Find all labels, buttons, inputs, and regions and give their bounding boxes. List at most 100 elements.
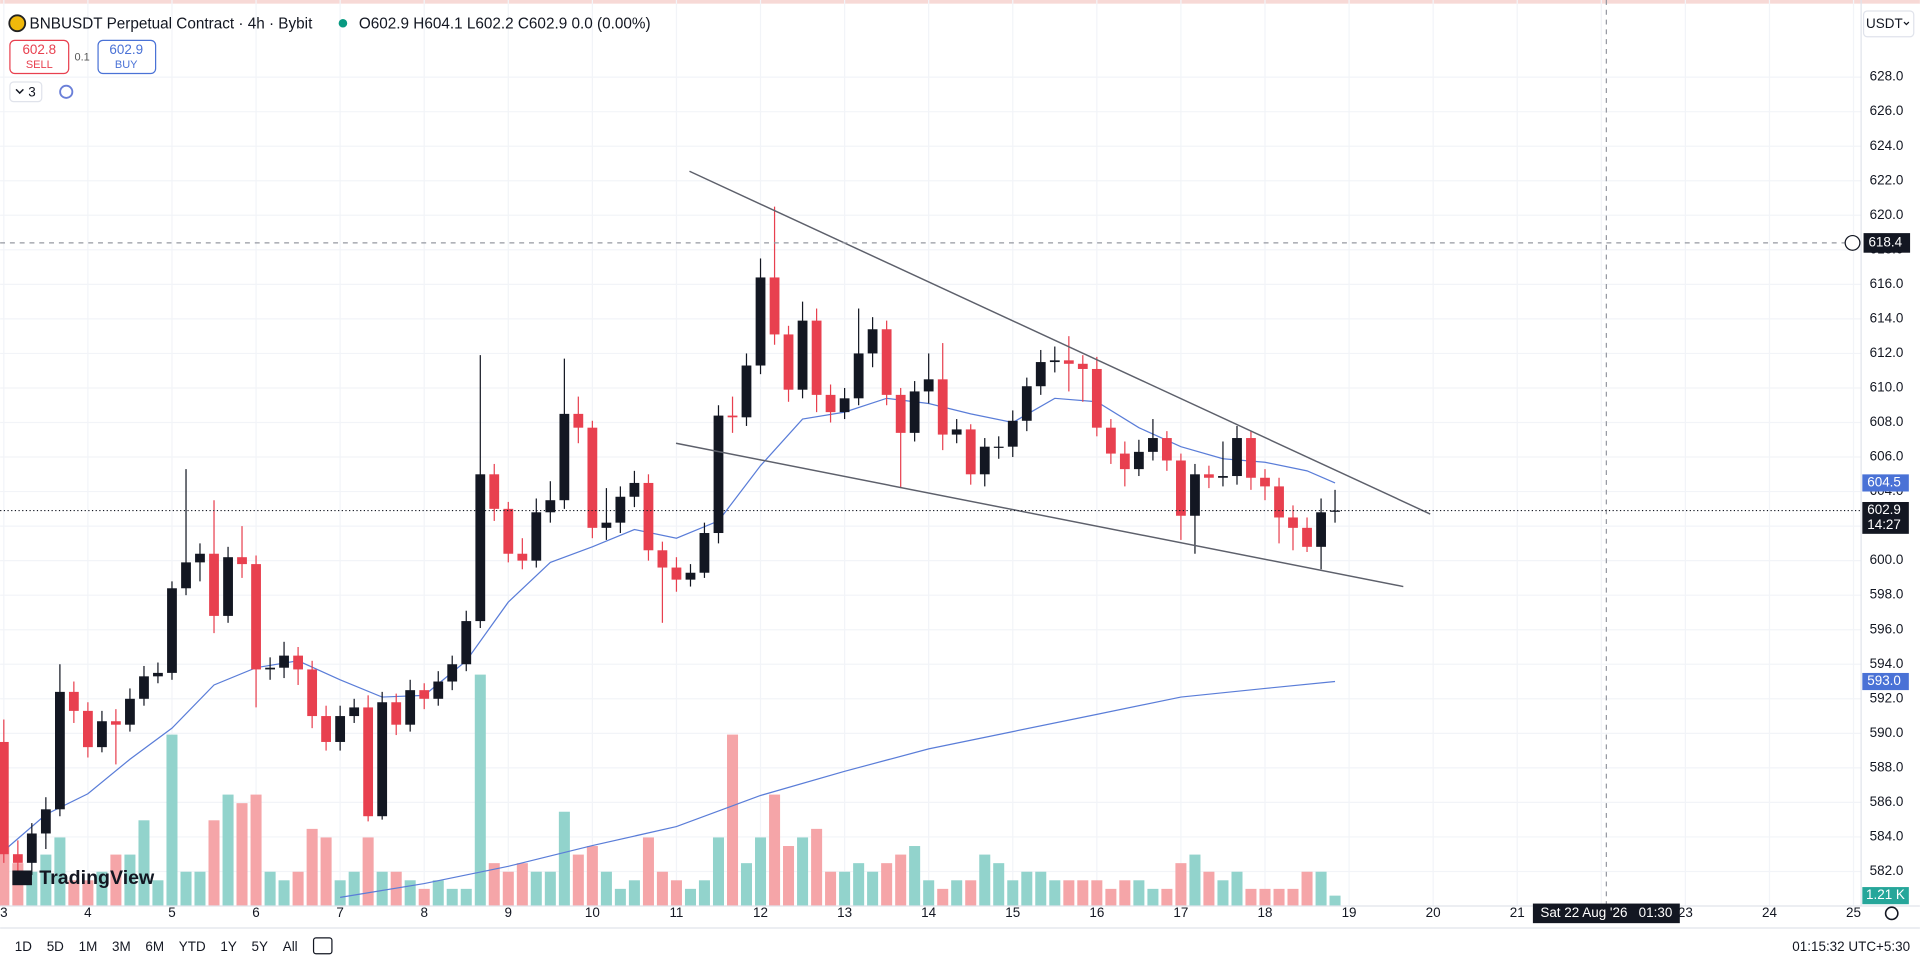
volume-bar [600,871,612,907]
candle-body [937,379,948,435]
volume-bar [684,888,696,907]
refresh-icon[interactable] [59,84,74,99]
candle-body [335,716,346,742]
range-button[interactable]: 6M [145,939,164,954]
volume-bar [909,846,921,907]
volume-bar [306,828,318,907]
y-tick-label: 608.0 [1870,414,1904,429]
volume-bar [474,674,486,907]
candle-body [895,394,906,433]
x-tick-label: 11 [669,905,683,920]
x-tick-label: 21 [1510,905,1525,920]
volume-bar [1119,880,1131,907]
candle-body [223,557,233,616]
candle-body [363,707,374,817]
indicators [3,397,1336,898]
candle-body [1330,510,1340,512]
settings-icon[interactable] [1884,906,1899,921]
last-price: 602.9 [1867,502,1901,517]
range-button[interactable]: YTD [179,939,206,954]
volume-bar [558,811,570,907]
volume [0,674,1341,907]
volume-bar [1189,854,1201,907]
x-tick-label: 16 [1089,905,1104,920]
volume-bar [769,794,781,907]
volume-bar [54,837,66,907]
volume-bar [1077,880,1089,907]
volume-bar [488,863,500,907]
candle-body [657,550,668,568]
range-button[interactable]: 5D [47,939,64,954]
range-button[interactable]: 1Y [220,939,236,954]
candle-body [0,741,9,855]
volume-bar [460,888,472,907]
moving-average [340,680,1336,898]
candle-body [783,334,794,390]
x-tick-label: 6 [252,905,259,920]
volume-bar [1231,871,1243,907]
volume-bar [124,854,136,907]
sell-button[interactable] [9,39,70,75]
volume-bar [516,863,528,907]
y-tick-label: 612.0 [1870,345,1904,360]
candle-body [1316,512,1326,547]
range-button[interactable]: 3M [112,939,131,954]
range-button[interactable]: All [283,939,298,954]
volume-bar [1161,888,1173,907]
range-button[interactable]: 5Y [252,939,268,954]
volume-bar [40,854,52,907]
range-button[interactable]: 1M [79,939,98,954]
currency: USDT [1866,16,1903,31]
x-tick-label: 20 [1426,905,1441,920]
candle-body [769,277,780,335]
candle-body [1021,386,1032,421]
candle-body [503,508,514,554]
candle-body [321,716,331,742]
symbol-title[interactable]: BNBUSDT Perpetual Contract · 4h · Bybit [30,16,314,33]
candle-body [671,567,682,580]
trend-line [689,170,1431,515]
candle-body [405,690,416,725]
buy-button[interactable] [97,39,157,75]
volume-bar [278,880,290,907]
last-price-box [1862,501,1909,534]
x-tick-label: 7 [336,905,343,920]
watermark: TradingView [39,867,155,889]
volume-bar [1133,880,1145,907]
volume-bar [180,871,192,907]
range-button[interactable]: 1D [15,939,32,954]
candle-body [26,833,37,863]
volume-bar [1049,880,1061,907]
indicator-toggle[interactable] [9,81,43,103]
candle-body [391,702,402,725]
calendar-icon[interactable] [312,937,333,955]
candle-body [279,655,289,668]
candle-body [307,669,318,717]
currency-button[interactable] [1862,10,1915,38]
candle-body [825,394,836,413]
y-tick-label: 598.0 [1870,587,1904,602]
volume-bar [853,863,865,907]
candle-body [559,413,570,501]
candle-body [1302,527,1312,547]
x-tick-label: 8 [420,905,427,920]
chevron-icon [15,88,24,95]
buy-price: 602.9 [109,42,143,57]
y-tick-label: 628.0 [1870,69,1904,84]
candle-body [237,557,247,565]
y-tick-label: 592.0 [1870,690,1904,705]
volume-bar [642,837,654,907]
candle-body [1288,517,1298,528]
ohlc-values: O602.9 H604.1 L602.2 C602.9 0.0 (0.00%) [359,16,651,33]
candle-body [377,702,388,817]
volume-bar [194,871,206,907]
volume-bar [208,820,220,907]
volume-bar [881,863,893,907]
volume-bar [502,871,514,907]
top-strip [0,0,1920,4]
crosshair-time-box [1532,903,1680,924]
candle-body [811,320,822,395]
candle-body [125,698,135,725]
candle-body [979,446,990,475]
